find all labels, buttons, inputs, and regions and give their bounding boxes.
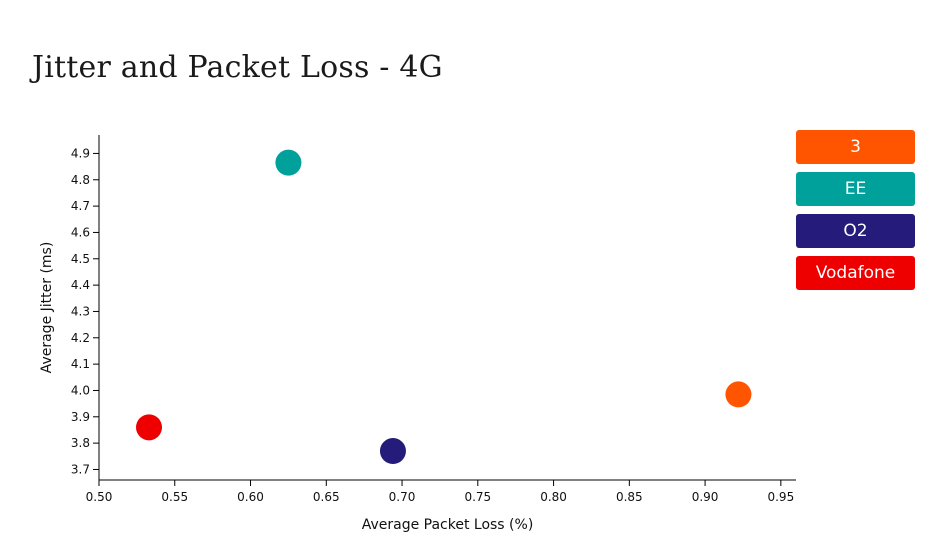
legend-item[interactable]: EE — [796, 172, 915, 206]
data-point[interactable] — [275, 149, 302, 176]
legend-item[interactable]: 3 — [796, 130, 915, 164]
y-tick-label: 3.9 — [71, 410, 90, 424]
data-point[interactable] — [136, 414, 163, 441]
y-tick-label: 4.4 — [71, 278, 90, 292]
x-tick-label: 0.95 — [767, 490, 794, 504]
x-tick-label: 0.85 — [616, 490, 643, 504]
y-tick-label: 3.7 — [71, 462, 90, 476]
y-tick-label: 4.6 — [71, 225, 90, 239]
x-tick-label: 0.90 — [692, 490, 719, 504]
chart-title: Jitter and Packet Loss - 4G — [32, 50, 443, 85]
legend-item[interactable]: O2 — [796, 214, 915, 248]
x-tick-label: 0.55 — [161, 490, 188, 504]
x-axis-label: Average Packet Loss (%) — [362, 517, 534, 533]
y-tick-label: 4.1 — [71, 357, 90, 371]
x-tick-label: 0.70 — [389, 490, 416, 504]
y-tick-label: 4.7 — [71, 199, 90, 213]
y-tick-label: 4.2 — [71, 331, 90, 345]
x-tick-label: 0.50 — [86, 490, 113, 504]
y-tick-label: 4.0 — [71, 383, 90, 397]
x-tick-label: 0.75 — [464, 490, 491, 504]
x-tick-label: 0.60 — [237, 490, 264, 504]
y-tick-label: 4.8 — [71, 173, 90, 187]
y-tick-label: 4.9 — [71, 146, 90, 160]
data-point[interactable] — [379, 438, 406, 465]
x-tick-label: 0.80 — [540, 490, 567, 504]
y-axis: 3.7 3.8 3.9 4.0 4.1 4.2 4.3 4.4 4.5 4.6 4.7 4.8 4.9 — [71, 135, 100, 480]
legend: 3 EE O2 Vodafone — [796, 130, 915, 298]
data-point[interactable] — [725, 381, 752, 408]
y-axis-label: Average Jitter (ms) — [39, 242, 55, 374]
x-axis: 0.50 0.55 0.60 0.65 0.70 0.75 0.80 0.85 0.90 0.95 — [86, 479, 796, 504]
legend-item[interactable]: Vodafone — [796, 256, 915, 290]
data-points — [136, 149, 752, 465]
y-tick-label: 3.8 — [71, 436, 90, 450]
x-tick-label: 0.65 — [313, 490, 340, 504]
y-tick-label: 4.3 — [71, 304, 90, 318]
y-tick-label: 4.5 — [71, 252, 90, 266]
